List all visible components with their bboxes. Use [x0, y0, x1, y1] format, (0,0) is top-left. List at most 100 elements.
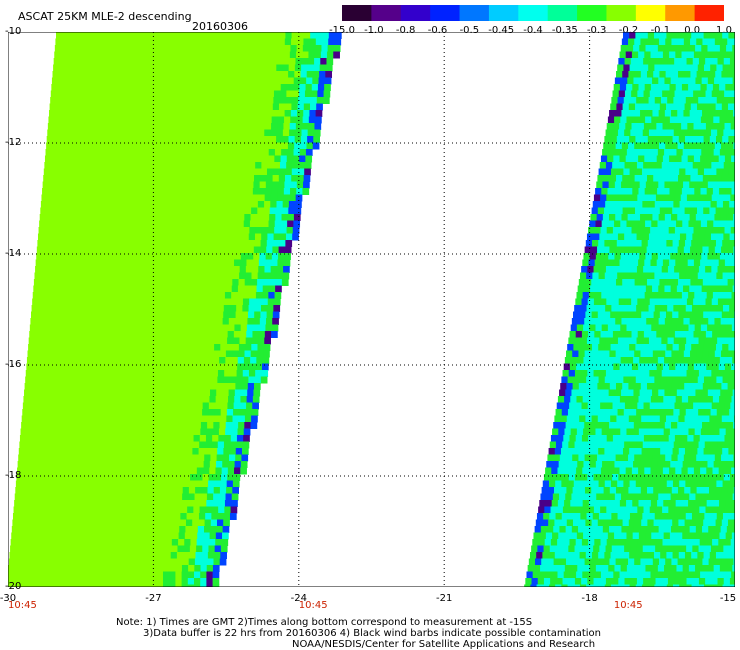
- swath-cell: [61, 38, 69, 46]
- swath-cell: [210, 519, 218, 527]
- swath-cell: [196, 129, 203, 137]
- swath-cell: [661, 266, 669, 273]
- swath-cell: [23, 396, 31, 403]
- swath-cell: [241, 175, 249, 182]
- swath-cell: [256, 285, 264, 293]
- swath-cell: [619, 188, 627, 195]
- swath-cell: [216, 461, 223, 468]
- swath-cell: [314, 51, 322, 59]
- swath-cell: [31, 311, 38, 319]
- swath-cell: [144, 571, 152, 579]
- swath-cell: [124, 32, 131, 39]
- swath-cell: [149, 370, 157, 377]
- swath-cell: [167, 97, 175, 104]
- swath-cell: [609, 214, 616, 221]
- swath-cell: [172, 259, 179, 267]
- swath-cell: [151, 214, 159, 221]
- swath-cell: [149, 162, 157, 169]
- swath-cell: [724, 331, 732, 338]
- swath-cell: [619, 396, 627, 403]
- swath-cell: [195, 487, 202, 494]
- swath-cell: [126, 357, 133, 364]
- swath-cell: [204, 519, 212, 527]
- swath-cell: [156, 155, 164, 163]
- swath-cell: [71, 64, 79, 72]
- swath-cell: [705, 194, 713, 202]
- swath-cell: [53, 272, 60, 280]
- swath-cell: [173, 168, 181, 176]
- swath-cell: [34, 337, 42, 345]
- swath-cell: [56, 233, 64, 241]
- swath-cell: [573, 376, 581, 384]
- swath-cell: [76, 84, 83, 91]
- swath-cell: [719, 45, 727, 52]
- swath-cell: [633, 285, 641, 293]
- swath-cell: [193, 298, 201, 306]
- swath-cell: [688, 116, 696, 124]
- swath-cell: [199, 227, 207, 234]
- swath-cell: [120, 71, 128, 78]
- swath-cell: [629, 344, 636, 351]
- swath-cell: [83, 207, 91, 215]
- swath-cell: [45, 500, 52, 507]
- swath-cell: [687, 331, 695, 338]
- swath-cell: [283, 194, 290, 202]
- swath-cell: [231, 500, 238, 507]
- swath-cell: [103, 194, 111, 202]
- swath-cell: [66, 123, 74, 130]
- swath-cell: [617, 97, 625, 104]
- swath-cell: [564, 428, 572, 436]
- swath-cell: [727, 279, 735, 286]
- swath-cell: [57, 500, 65, 507]
- swath-cell: [32, 571, 40, 579]
- swath-cell: [218, 363, 226, 371]
- swath-cell: [82, 493, 90, 501]
- colorbar-swatch: [430, 5, 461, 21]
- swath-cell: [59, 552, 66, 559]
- swath-cell: [303, 181, 310, 189]
- swath-cell: [136, 175, 143, 182]
- swath-cell: [31, 448, 38, 455]
- swath-cell: [713, 357, 721, 364]
- swath-cell: [140, 402, 148, 410]
- swath-cell: [580, 305, 588, 312]
- swath-cell: [200, 422, 208, 429]
- swath-cell: [148, 448, 156, 455]
- swath-cell: [92, 45, 99, 52]
- swath-cell: [106, 441, 113, 449]
- swath-cell: [104, 389, 112, 397]
- swath-cell: [191, 532, 198, 540]
- swath-cell: [732, 357, 735, 364]
- swath-cell: [35, 402, 42, 410]
- swath-cell: [90, 201, 98, 208]
- swath-cell: [75, 155, 83, 163]
- swath-cell: [572, 350, 579, 358]
- swath-cell: [196, 259, 204, 267]
- swath-cell: [714, 285, 721, 293]
- swath-cell: [57, 227, 64, 234]
- swath-cell: [710, 168, 717, 176]
- swath-cell: [191, 454, 199, 462]
- swath-cell: [234, 188, 241, 195]
- swath-cell: [113, 363, 120, 371]
- swath-cell: [304, 90, 312, 98]
- swath-cell: [664, 77, 672, 85]
- swath-cell: [238, 142, 246, 150]
- swath-cell: [224, 500, 232, 507]
- swath-cell: [179, 181, 186, 189]
- swath-cell: [90, 474, 98, 481]
- swath-cell: [662, 435, 670, 442]
- swath-cell: [181, 500, 189, 507]
- swath-cell: [593, 233, 600, 241]
- swath-cell: [276, 64, 283, 72]
- swath-cell: [550, 435, 558, 442]
- swath-cell: [693, 298, 700, 306]
- swath-cell: [126, 422, 134, 429]
- swath-cell: [142, 454, 149, 462]
- swath-cell: [165, 259, 173, 267]
- swath-cell: [722, 240, 729, 247]
- swath-cell: [155, 311, 162, 319]
- swath-cell: [116, 539, 123, 546]
- swath-cell: [598, 201, 606, 208]
- swath-cell: [166, 461, 174, 468]
